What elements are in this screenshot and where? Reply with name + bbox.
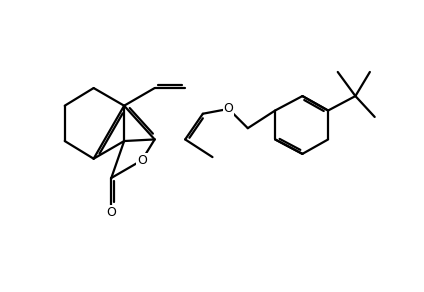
Text: O: O [137, 154, 147, 167]
Text: O: O [223, 102, 234, 115]
Text: O: O [106, 206, 116, 219]
